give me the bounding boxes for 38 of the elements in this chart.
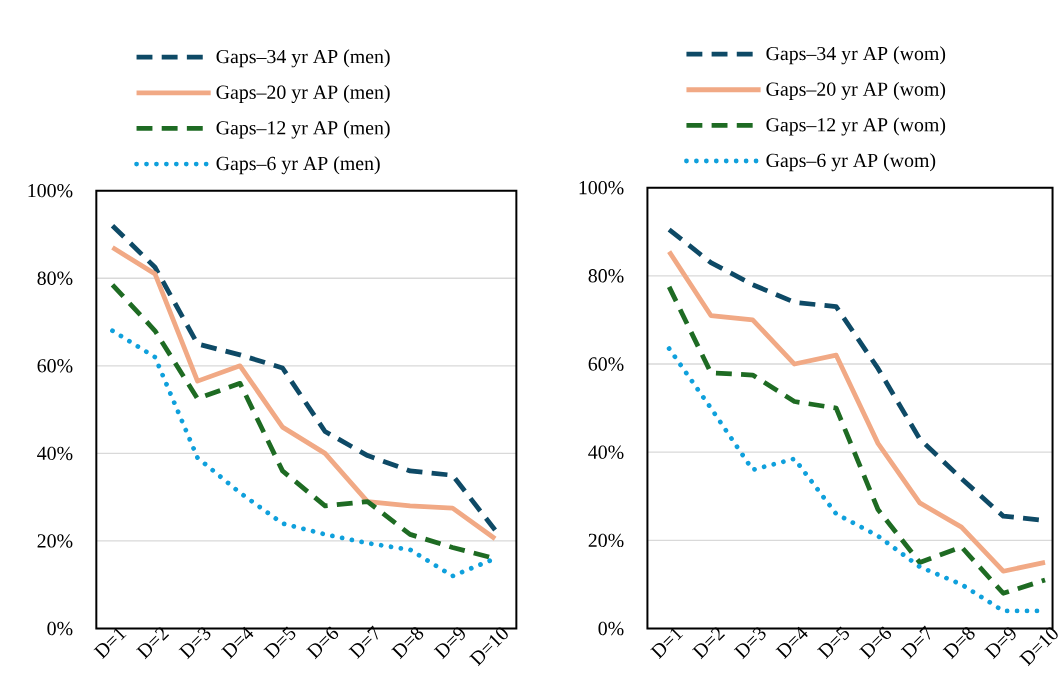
x-tick-label: D=4 (775, 626, 808, 660)
x-tick-label: D=6 (306, 626, 339, 660)
legend-label: Gaps–20 yr AP (wom) (766, 81, 946, 100)
x-tick-label: D=3 (733, 627, 766, 660)
y-tick-label: 60% (37, 359, 73, 373)
x-tick-label: D=9 (433, 627, 465, 660)
x-tick-label: D=1 (93, 627, 127, 660)
x-tick-label: D=8 (942, 627, 975, 660)
legend-label: Gaps–6 yr AP (men) (216, 156, 380, 175)
x-tick-label: D=9 (984, 627, 1016, 660)
x-tick-label: D=2 (136, 627, 170, 660)
y-tick-label: 40% (37, 446, 73, 461)
legend-label: Gaps–34 yr AP (wom) (766, 46, 946, 65)
y-tick-label: 100% (579, 180, 624, 195)
legend-label: Gaps–20 yr AP (men) (216, 84, 390, 103)
x-tick-label: D=2 (691, 627, 726, 660)
x-tick-label: D=4 (221, 626, 254, 660)
y-tick-label: 80% (588, 269, 624, 283)
x-tick-label: D=1 (650, 627, 684, 660)
y-tick-label: 40% (588, 445, 624, 459)
y-tick-label: 0% (598, 621, 624, 636)
y-tick-label: 20% (37, 534, 73, 548)
line-series (666, 284, 1048, 596)
y-tick-label: 100% (28, 183, 73, 198)
x-tick-label: D=6 (859, 626, 892, 660)
legend-label: Gaps–34 yr AP (men) (216, 49, 390, 68)
y-tick-label: 0% (47, 621, 73, 636)
x-tick-label: D=5 (263, 626, 296, 659)
legend-label: Gaps–6 yr AP (wom) (766, 153, 936, 172)
y-tick-label: 20% (588, 533, 624, 548)
x-tick-label: D=3 (178, 627, 211, 660)
legend-label: Gaps–12 yr AP (wom) (766, 117, 946, 136)
x-tick-label: D=5 (817, 626, 850, 659)
y-tick-label: 80% (37, 271, 73, 285)
y-tick-label: 60% (588, 357, 624, 371)
x-tick-label: D=8 (391, 627, 424, 660)
legend-label: Gaps–12 yr AP (men) (216, 120, 390, 139)
line-series (666, 249, 1048, 574)
